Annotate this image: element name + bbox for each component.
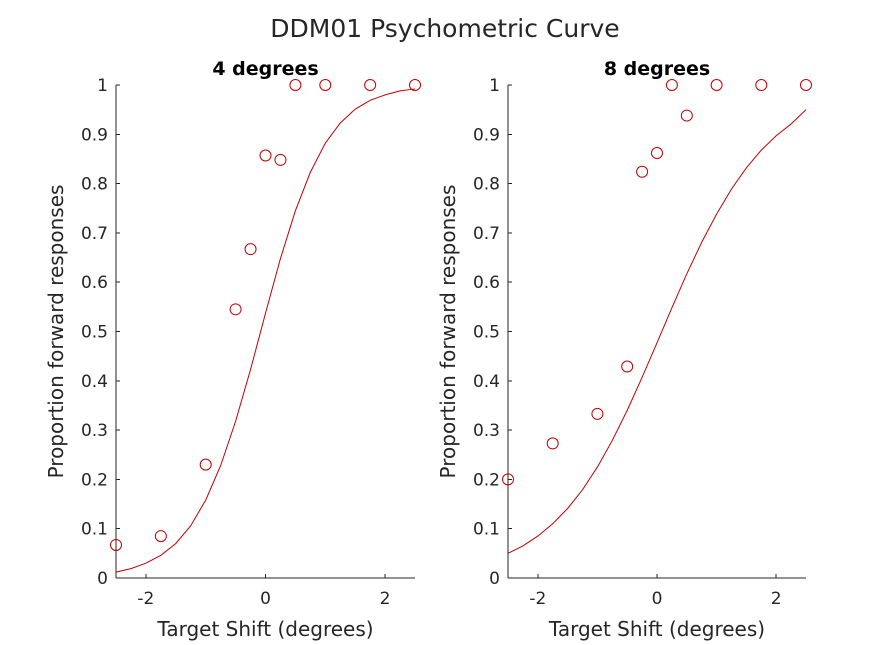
chart-panel-4-degrees: 0 0.1 0.2 0.3 0.4 0.5 0.6 0.7 0.8 0.9 1 -2 0 2 4 degre… [44, 58, 421, 641]
data-point [199, 458, 212, 471]
data-point [244, 243, 257, 256]
y-tick-label: 0.1 [81, 520, 108, 540]
x-tick-label: 0 [652, 589, 663, 609]
data-point [110, 538, 122, 551]
y-tick-label: 0.3 [473, 421, 500, 441]
x-tick-label: -2 [529, 589, 546, 609]
figure-title: DDM01 Psychometric Curve [270, 14, 619, 43]
data-point [319, 79, 332, 91]
y-tick-label: 0.4 [81, 372, 108, 392]
y-tick-label: 0.5 [81, 323, 108, 343]
y-tick-label: 0.2 [81, 470, 108, 490]
data-point [755, 79, 768, 91]
y-tick-label: 1 [97, 76, 108, 96]
y-tick-label: 0.4 [473, 372, 500, 392]
x-axis-label: Target Shift (degrees) [156, 617, 373, 641]
y-tick-label: 1 [489, 76, 500, 96]
data-point [651, 147, 663, 160]
data-point [154, 530, 167, 543]
y-tick-label: 0.9 [473, 125, 500, 145]
x-tick-label: 2 [771, 589, 782, 609]
data-point [289, 79, 302, 91]
data-point [409, 79, 421, 91]
y-tick-label: 0 [97, 569, 108, 589]
y-tick-label: 0.7 [473, 224, 500, 244]
y-tick-label: 0.8 [81, 175, 108, 195]
data-point [710, 79, 723, 91]
panel-title: 4 degrees [212, 58, 318, 80]
y-tick-label: 0.6 [81, 273, 108, 293]
data-point [546, 437, 559, 450]
x-tick-label: 0 [260, 589, 271, 609]
data-point [274, 153, 287, 166]
y-axis-label: Proportion forward responses [436, 185, 460, 479]
x-tick-label: -2 [137, 589, 154, 609]
y-tick-label: 0.7 [81, 224, 108, 244]
data-point [259, 149, 272, 162]
chart-panel-8-degrees: 0 0.1 0.2 0.3 0.4 0.5 0.6 0.7 0.8 0.9 1 -2 0 2 8 degre… [436, 58, 812, 641]
panel-title: 8 degrees [604, 58, 710, 80]
y-tick-label: 0.1 [473, 520, 500, 540]
y-tick-label: 0.8 [473, 175, 500, 195]
y-tick-label: 0.2 [473, 470, 500, 490]
y-axis-label: Proportion forward responses [44, 185, 68, 479]
data-point [591, 407, 604, 420]
y-tick-label: 0.6 [473, 273, 500, 293]
y-tick-label: 0.5 [473, 323, 500, 343]
x-axis-label: Target Shift (degrees) [548, 617, 765, 641]
fit-curve [115, 88, 416, 573]
data-point [680, 109, 693, 122]
y-tick-label: 0.3 [81, 421, 108, 441]
x-tick-label: 2 [380, 589, 391, 609]
data-point [636, 165, 649, 178]
data-point [665, 79, 678, 91]
y-tick-label: 0 [489, 569, 500, 589]
data-point [621, 360, 634, 373]
fit-curve [507, 109, 807, 554]
data-point [364, 79, 377, 91]
data-point [502, 473, 514, 486]
data-point [800, 79, 812, 91]
y-tick-label: 0.9 [81, 125, 108, 145]
data-point [229, 303, 242, 316]
